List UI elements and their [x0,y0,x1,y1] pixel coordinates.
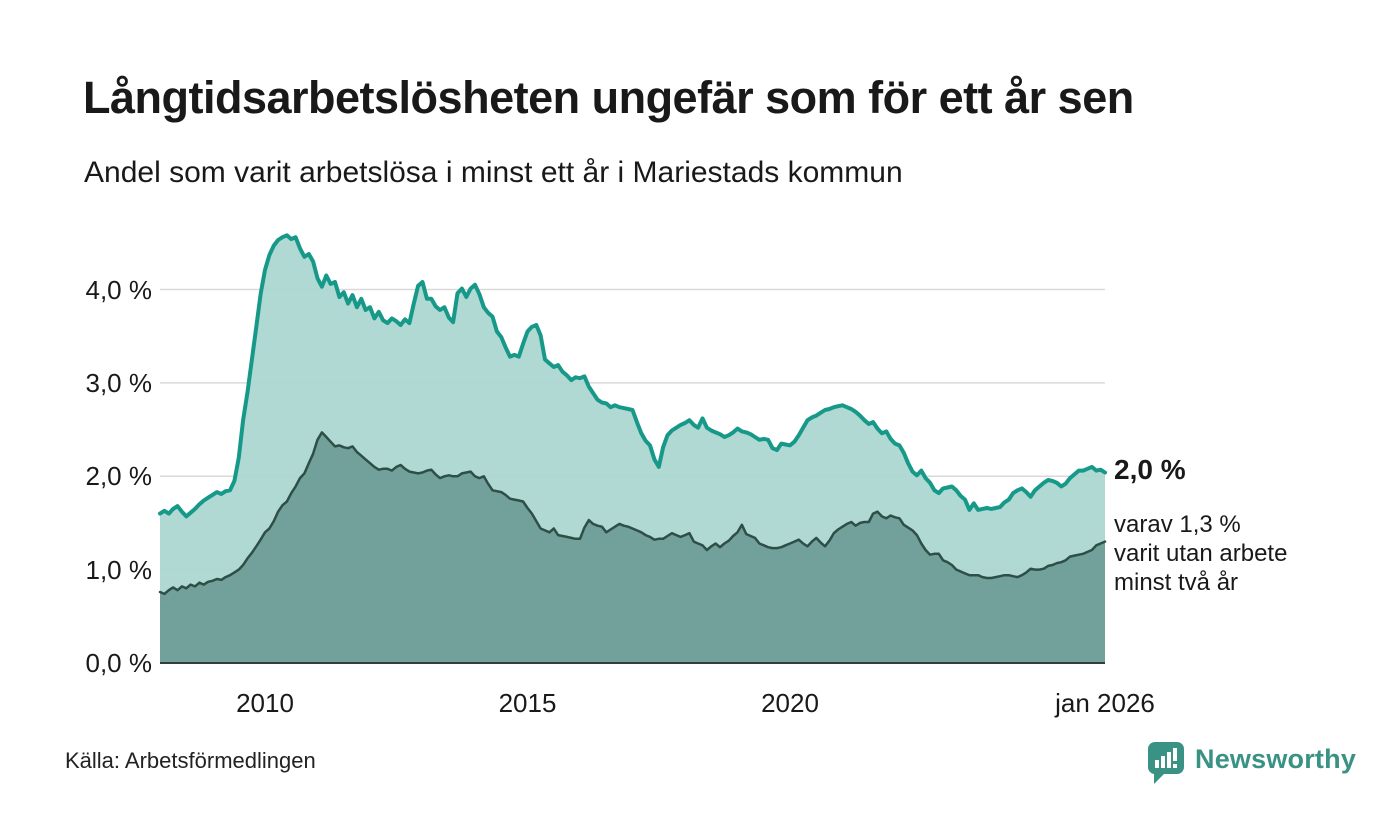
page-title: Långtidsarbetslösheten ungefär som för e… [83,72,1134,123]
newsworthy-logo: Newsworthy [1147,741,1356,785]
series-two-year-area [160,432,1105,663]
x-tick-label: 2010 [236,688,294,718]
x-tick-label: jan 2026 [1055,688,1155,718]
y-tick-label: 1,0 % [85,554,153,585]
secondary-annotation-line: varav 1,3 % [1114,511,1241,538]
secondary-annotation: varav 1,3 % varit utan arbete minst två … [1114,510,1287,597]
source-note: Källa: Arbetsförmedlingen [65,748,316,773]
latest-value-annotation: 2,0 % [1114,454,1186,485]
series-two-year-line [158,431,1107,596]
secondary-annotation-line: varit utan arbete [1114,540,1288,567]
y-tick-label: 4,0 % [85,274,153,305]
secondary-annotation-line: minst två år [1114,569,1239,596]
page-subtitle: Andel som varit arbetslösa i minst ett å… [84,156,903,189]
x-tick-label: 2020 [761,688,819,718]
y-tick-label: 3,0 % [85,367,153,398]
x-tick-label: 2015 [498,688,557,718]
newsworthy-logo-icon [1147,742,1184,784]
y-tick-label: 0,0 % [85,648,153,678]
newsworthy-logo-text: Newsworthy [1195,744,1357,774]
y-tick-label: 2,0 % [85,461,153,492]
series-one-year-line [158,233,1107,519]
